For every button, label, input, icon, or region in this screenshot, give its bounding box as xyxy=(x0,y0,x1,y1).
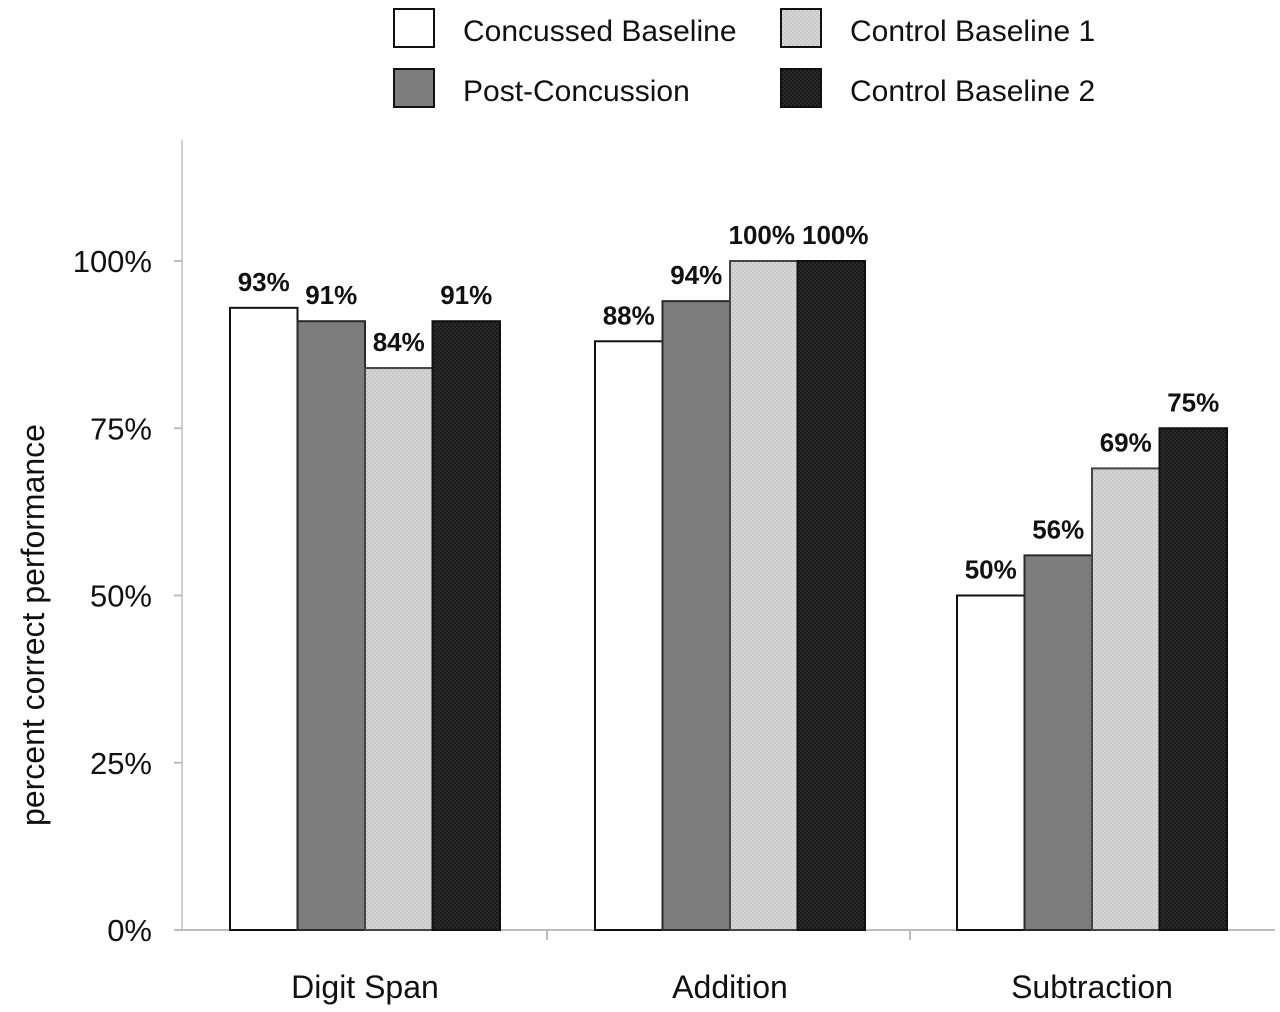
data-label: 91% xyxy=(440,280,492,310)
bar xyxy=(661,300,731,931)
legend-swatch xyxy=(780,68,822,108)
axes: 0% 25% 50% 75% 100% percent correct performan… xyxy=(15,140,1275,1005)
data-label: 69% xyxy=(1100,427,1152,457)
data-label: 93% xyxy=(238,267,290,297)
y-tick-label: 0% xyxy=(107,913,152,948)
data-label: 91% xyxy=(305,280,357,310)
data-label: 88% xyxy=(603,300,655,330)
bar xyxy=(364,367,434,932)
x-category-label: Addition xyxy=(672,969,788,1005)
legend-swatch xyxy=(393,8,435,48)
x-category-label: Subtraction xyxy=(1011,969,1173,1005)
data-label: 100% xyxy=(802,220,869,250)
data-label: 94% xyxy=(670,260,722,290)
bar xyxy=(1091,467,1161,931)
legend-label: Control Baseline 1 xyxy=(850,15,1095,48)
data-label: 56% xyxy=(1032,514,1084,544)
bar xyxy=(729,260,799,931)
data-label: 84% xyxy=(373,327,425,357)
y-tick-label: 100% xyxy=(73,244,152,279)
legend-label: Control Baseline 2 xyxy=(850,75,1095,108)
x-category-label: Digit Span xyxy=(291,969,439,1005)
y-tick-label: 25% xyxy=(90,746,152,781)
bar xyxy=(296,320,366,931)
bar xyxy=(796,260,866,931)
bar xyxy=(1158,427,1228,931)
data-labels: 93% 91%84%91%88%94%100% 100%50%56%69%75% xyxy=(238,220,1220,585)
legend-swatch xyxy=(393,68,435,108)
legend-swatch xyxy=(780,8,822,48)
y-axis-title: percent correct performance xyxy=(15,424,51,826)
y-tick-label: 75% xyxy=(90,411,152,446)
data-label: 100% xyxy=(729,220,796,250)
bar xyxy=(1023,554,1093,931)
bar xyxy=(956,594,1026,931)
legend: Concussed Baseline Post-Concussion Control… xyxy=(393,8,1095,108)
legend-label: Post-Concussion xyxy=(463,75,690,108)
bar xyxy=(594,340,664,931)
bars xyxy=(229,260,1228,932)
data-label: 75% xyxy=(1167,387,1219,417)
legend-label: Concussed Baseline xyxy=(463,15,737,48)
y-tick-label: 50% xyxy=(90,579,152,614)
bar xyxy=(431,320,501,931)
data-label: 50% xyxy=(965,555,1017,585)
bar xyxy=(229,306,299,931)
